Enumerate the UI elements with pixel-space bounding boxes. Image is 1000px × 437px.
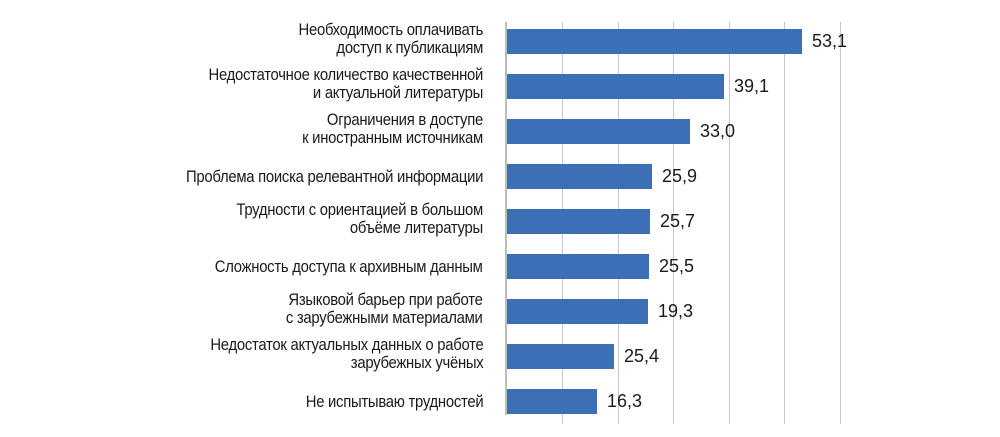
- bar: [507, 389, 597, 414]
- gridline: [673, 22, 674, 424]
- bar-row: Трудности с ориентацией в большом объёме …: [0, 201, 1000, 237]
- category-label: Недостаток актуальных данных о работе за…: [210, 336, 483, 372]
- category-label-line: доступ к публикациям: [336, 39, 483, 57]
- category-label-line: Сложность доступа к архивным данным: [215, 258, 483, 276]
- bar: [507, 209, 650, 234]
- category-label-line: к иностранным источникам: [302, 129, 483, 147]
- category-label-line: Трудности с ориентацией в большом: [236, 201, 483, 219]
- bar-row: Сложность доступа к архивным данным 25,5: [0, 254, 1000, 279]
- value-label: 25,9: [662, 166, 698, 186]
- gridline: [784, 22, 785, 424]
- category-axis-line: [505, 22, 507, 415]
- category-label: Сложность доступа к архивным данным: [215, 258, 483, 276]
- category-label-line: объёме литературы: [349, 219, 483, 237]
- value-label: 25,7: [660, 211, 696, 231]
- value-label: 16,3: [607, 391, 643, 411]
- category-label: Не испытываю трудностей: [305, 393, 483, 411]
- bar: [507, 29, 802, 54]
- bar-row: Недостаточное количество качественной и а…: [0, 66, 1000, 102]
- category-label: Ограничения в доступе к иностранным исто…: [302, 111, 483, 147]
- category-label: Недостаточное количество качественной и а…: [208, 66, 483, 102]
- bar-row: Необходимость оплачивать доступ к публика…: [0, 21, 1000, 57]
- category-label: Проблема поиска релевантной информации: [186, 168, 483, 186]
- value-label: 53,1: [812, 31, 848, 51]
- value-label: 39,1: [734, 76, 770, 96]
- bar: [507, 299, 648, 324]
- bar-row: Не испытываю трудностей 16,3: [0, 389, 1000, 414]
- category-label: Языковой барьер при работе с зарубежными …: [286, 291, 483, 327]
- category-label: Трудности с ориентацией в большом объёме …: [236, 201, 483, 237]
- category-label-line: с зарубежными материалами: [286, 309, 483, 327]
- value-label: 33,0: [700, 121, 736, 141]
- bar-row: Недостаток актуальных данных о работе за…: [0, 336, 1000, 372]
- bar: [507, 344, 614, 369]
- category-label-line: Недостаток актуальных данных о работе: [209, 336, 483, 354]
- category-label-line: Недостаточное количество качественной: [208, 66, 483, 84]
- category-label-line: Проблема поиска релевантной информации: [185, 168, 483, 186]
- category-label-line: Необходимость оплачивать: [298, 21, 483, 39]
- value-label: 25,5: [659, 256, 695, 276]
- category-label-line: зарубежных учёных: [350, 354, 483, 372]
- bar-row: Ограничения в доступе к иностранным исто…: [0, 111, 1000, 147]
- bar: [507, 254, 649, 279]
- bar-row: Языковой барьер при работе с зарубежными …: [0, 291, 1000, 327]
- value-label: 19,3: [658, 301, 694, 321]
- gridline: [729, 22, 730, 424]
- category-label-line: и актуальной литературы: [312, 84, 483, 102]
- value-label: 25,4: [624, 346, 660, 366]
- category-label-line: Не испытываю трудностей: [305, 393, 483, 411]
- category-label-line: Ограничения в доступе: [326, 111, 483, 129]
- bar-row: Проблема поиска релевантной информации 25…: [0, 164, 1000, 189]
- category-label-line: Языковой барьер при работе: [288, 291, 483, 309]
- gridline: [840, 22, 841, 424]
- bar: [507, 74, 724, 99]
- category-label: Необходимость оплачивать доступ к публика…: [298, 21, 483, 57]
- bar: [507, 119, 690, 144]
- bar: [507, 164, 652, 189]
